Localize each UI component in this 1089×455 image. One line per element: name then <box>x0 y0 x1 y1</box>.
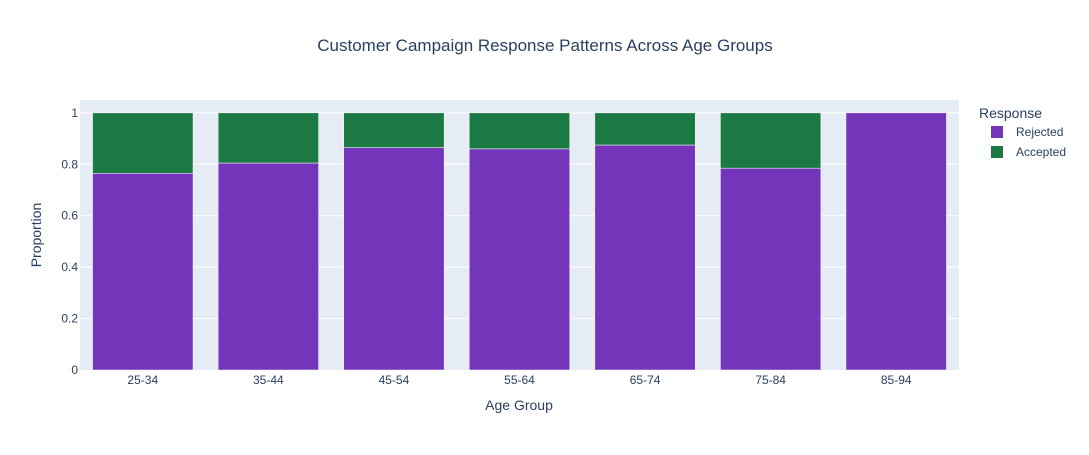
bar-accepted-35-44 <box>217 112 319 164</box>
y-tick-label: 1 <box>71 106 78 120</box>
y-tick-label: 0 <box>71 363 78 377</box>
x-tick-label: 55-64 <box>504 373 535 387</box>
bar-rejected-35-44 <box>217 162 319 371</box>
x-axis-label: Age Group <box>485 397 553 413</box>
bar-accepted-45-54 <box>343 112 445 148</box>
legend-label: Accepted <box>1016 145 1066 159</box>
legend-swatch <box>991 146 1003 158</box>
bars <box>92 112 947 371</box>
legend-item-rejected[interactable]: Rejected <box>991 125 1063 139</box>
bar-accepted-25-34 <box>92 112 194 174</box>
y-axis-ticks: 0 0.2 0.4 0.6 0.8 1 <box>61 106 78 377</box>
legend-label: Rejected <box>1016 125 1063 139</box>
x-tick-label: 85-94 <box>881 373 912 387</box>
x-tick-label: 45-54 <box>379 373 410 387</box>
bar-rejected-85-94 <box>845 112 947 371</box>
bar-accepted-75-84 <box>720 112 822 169</box>
y-tick-label: 0.6 <box>61 209 78 223</box>
bar-rejected-55-64 <box>469 148 570 371</box>
y-tick-label: 0.2 <box>61 312 78 326</box>
y-tick-label: 0.8 <box>61 157 78 171</box>
x-tick-label: 75-84 <box>755 373 786 387</box>
x-tick-label: 65-74 <box>630 373 661 387</box>
y-tick-label: 0.4 <box>61 260 78 274</box>
bar-rejected-45-54 <box>343 147 445 371</box>
legend-swatch <box>991 126 1003 138</box>
bar-accepted-65-74 <box>594 112 696 146</box>
bar-rejected-75-84 <box>720 167 822 371</box>
x-tick-label: 25-34 <box>127 373 158 387</box>
x-tick-label: 35-44 <box>253 373 284 387</box>
chart-title: Customer Campaign Response Patterns Acro… <box>317 36 772 55</box>
y-axis-label: Proportion <box>28 203 44 268</box>
bar-rejected-25-34 <box>92 173 194 371</box>
legend-title: Response <box>979 105 1042 121</box>
bar-rejected-65-74 <box>594 144 696 371</box>
bar-accepted-55-64 <box>469 112 570 150</box>
legend-item-accepted[interactable]: Accepted <box>991 145 1066 159</box>
x-axis-ticks: 25-34 35-44 45-54 55-64 65-74 75-84 85-94 <box>127 373 911 387</box>
legend: Response Rejected Accepted <box>979 105 1066 159</box>
